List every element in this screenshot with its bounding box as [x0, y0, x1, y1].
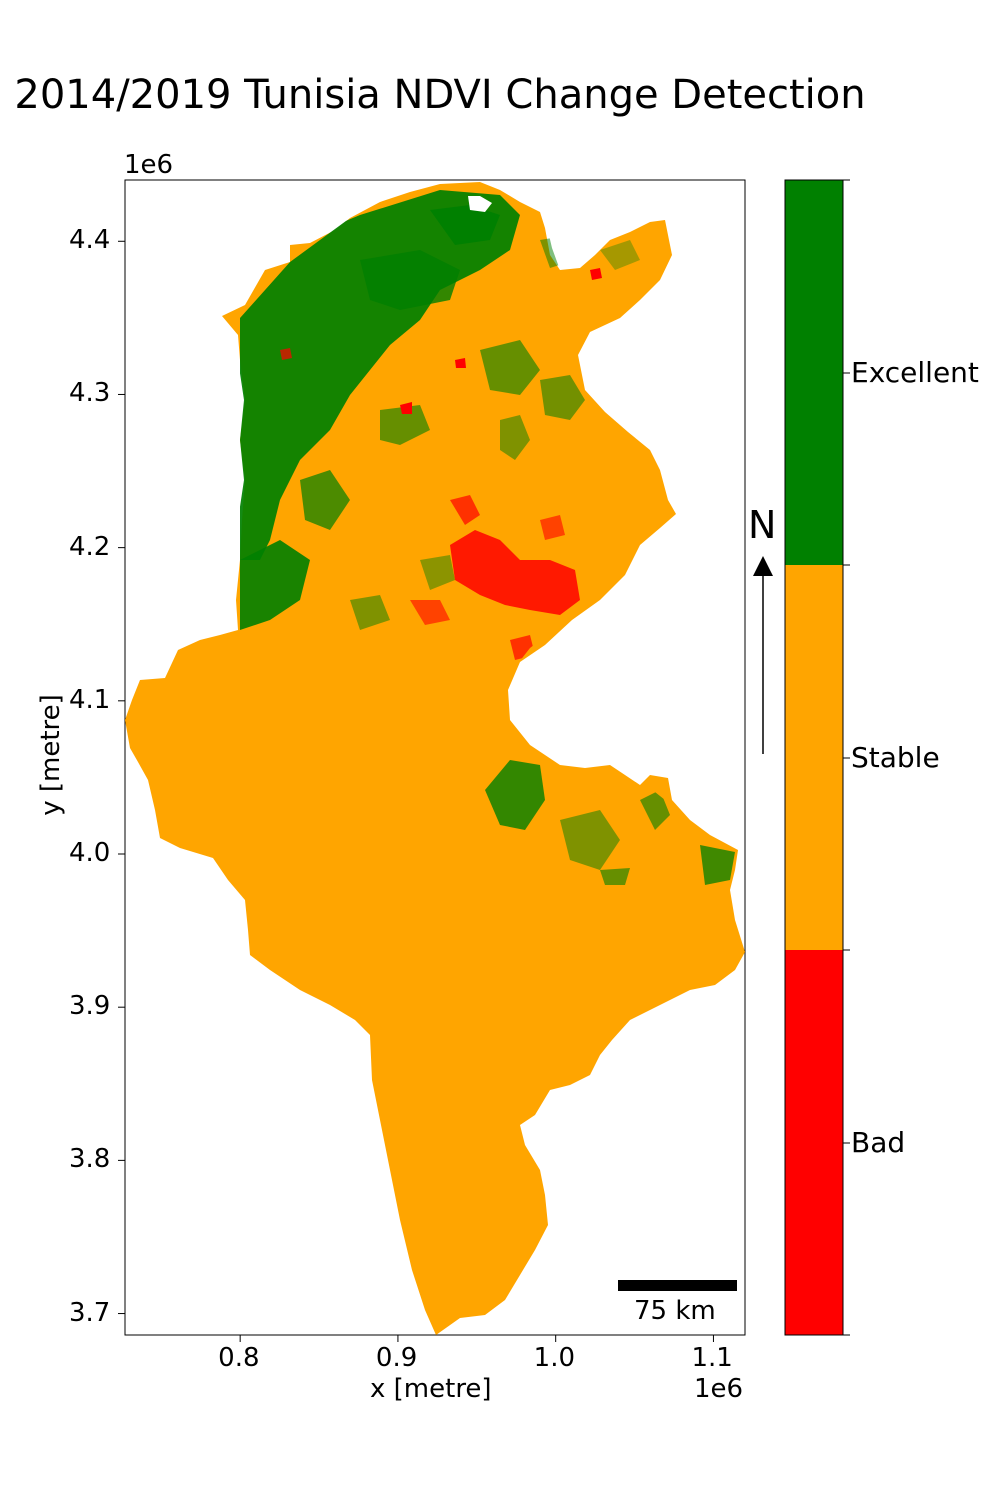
- y-tick-label: 3.8: [69, 1144, 111, 1175]
- map-title: 2014/2019 Tunisia NDVI Change Detection: [14, 72, 866, 118]
- y-tick-label: 3.7: [69, 1297, 111, 1328]
- y-tick-label: 4.1: [69, 684, 111, 715]
- north-arrow-icon: [753, 556, 773, 576]
- bad-zones: [280, 268, 602, 660]
- x-tick-label: 1.1: [691, 1343, 733, 1373]
- scale-bar-label: 75 km: [634, 1296, 716, 1326]
- colorbar-bad-swatch: [785, 950, 843, 1335]
- colorbar-label-stable: Stable: [851, 741, 940, 774]
- colorbar: [784, 179, 850, 1336]
- y-tick-label: 3.9: [69, 991, 111, 1022]
- x-axis-label: x [metre]: [370, 1374, 492, 1404]
- y-tick-label: 4.2: [69, 531, 111, 562]
- y-axis-exponent: 1e6: [124, 150, 174, 180]
- scale-bar: [618, 1280, 737, 1291]
- y-tick-label: 4.0: [69, 838, 111, 868]
- north-label: N: [748, 503, 777, 547]
- x-axis-ticks: [239, 1335, 714, 1342]
- y-tick-label: 4.4: [69, 225, 111, 256]
- x-tick-label: 0.9: [375, 1343, 418, 1373]
- x-tick-label: 1.0: [533, 1343, 576, 1373]
- colorbar-label-excellent: Excellent: [851, 356, 979, 389]
- colorbar-excellent-swatch: [785, 180, 843, 565]
- coastal-excellent-zones: [485, 760, 735, 885]
- x-axis-exponent: 1e6: [694, 1374, 744, 1404]
- y-axis-ticks: [118, 240, 125, 1315]
- x-tick-label: 0.8: [218, 1343, 260, 1373]
- y-axis-label: y [metre]: [36, 694, 66, 816]
- colorbar-label-bad: Bad: [851, 1126, 906, 1159]
- y-tick-label: 4.3: [69, 378, 111, 409]
- lake: [468, 196, 492, 212]
- colorbar-stable-swatch: [785, 565, 843, 950]
